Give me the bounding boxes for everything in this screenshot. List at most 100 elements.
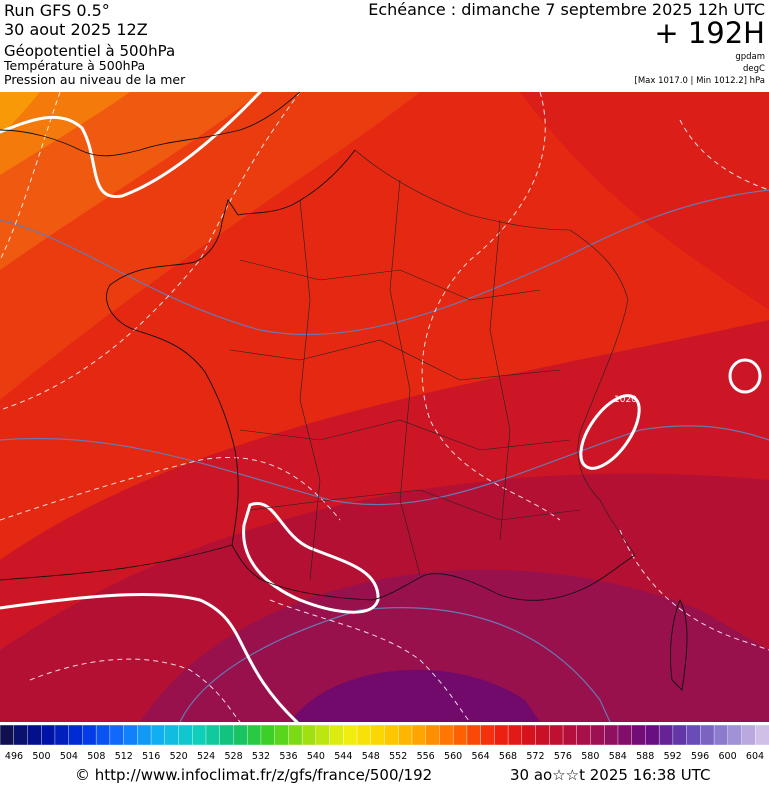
colorbar-label: 532 [252, 751, 270, 762]
geopotential-line [0, 92, 263, 198]
colorbar-swatch [686, 724, 701, 746]
colorbar-swatch [40, 724, 56, 746]
temperature-line [0, 457, 341, 521]
map: 1020 [0, 92, 769, 722]
colorbar-swatch [617, 724, 633, 746]
colorbar-label: 504 [60, 751, 78, 762]
colorbar-label: 604 [746, 751, 764, 762]
layer-label: Géopotentiel à 500hPa [4, 42, 175, 60]
colorbar-swatch [27, 724, 42, 746]
colorbar-label: 496 [5, 751, 23, 762]
run-date: 30 aout 2025 12Z [4, 20, 148, 39]
geopotential-line [242, 501, 380, 614]
colorbar-swatch [274, 724, 289, 746]
geopotential-line [579, 394, 641, 470]
colorbar-swatch [549, 724, 564, 746]
colorbar-swatch [219, 724, 234, 746]
region-border [229, 179, 581, 581]
geopotential-line [0, 593, 300, 722]
colorbar-swatch [562, 724, 578, 746]
colorbar-swatch [109, 724, 125, 746]
colorbar-swatch [755, 724, 769, 746]
colorbar-swatch [727, 724, 743, 746]
coastline [670, 598, 688, 691]
colorbar-label: 596 [691, 751, 709, 762]
colorbar-label: 580 [581, 751, 599, 762]
colorbar-swatch [178, 724, 193, 746]
country-border [354, 149, 636, 556]
colorbar-label: 600 [718, 751, 736, 762]
temperature-line [679, 119, 769, 191]
colorbar-swatch [466, 724, 482, 746]
colorbar-swatch [480, 724, 495, 746]
colorbar-swatch [384, 724, 399, 746]
colorbar-swatch [246, 724, 262, 746]
coastline [106, 149, 636, 601]
colorbar-swatch [590, 724, 605, 746]
colorbar-swatch [192, 724, 207, 746]
unit-label: degC [743, 64, 765, 74]
colorbar-swatch [535, 724, 550, 746]
source-url: © http://www.infoclimat.fr/z/gfs/france/… [75, 766, 432, 784]
colorbar: 496 500 504 508 512 516 520 524 528 532 536 540 544 5… [0, 724, 769, 762]
colorbar-swatch [494, 724, 509, 746]
colorbar-label: 576 [554, 751, 572, 762]
colorbar-label: 528 [224, 751, 242, 762]
temperature-line [29, 658, 241, 722]
unit-label: gpdam [735, 52, 765, 62]
colorbar-swatch [343, 724, 358, 746]
coastline [0, 544, 233, 581]
timestamp: 30 ao☆☆t 2025 16:38 UTC [510, 766, 710, 784]
colorbar-label: 508 [87, 751, 105, 762]
coastline [0, 92, 301, 157]
colorbar-swatch [260, 724, 276, 746]
colorbar-swatch [631, 724, 646, 746]
field [520, 92, 769, 310]
forecast-time: Echéance : dimanche 7 septembre 2025 12h… [368, 0, 765, 19]
colorbar-swatch [672, 724, 688, 746]
colorbar-label: 552 [389, 751, 407, 762]
colorbar-label: 564 [471, 751, 489, 762]
colorbar-swatch [576, 724, 591, 746]
colorbar-label: 568 [499, 751, 517, 762]
pressure-line [0, 425, 769, 506]
contour-label: 1020 [614, 395, 637, 405]
unit-label: [Max 1017.0 | Min 1012.2] hPa [635, 76, 765, 86]
colorbar-swatch [233, 724, 248, 746]
colorbar-swatch [398, 724, 413, 746]
colorbar-swatch [741, 724, 756, 746]
colorbar-swatch [370, 724, 385, 746]
field [290, 669, 540, 722]
colorbar-swatch [411, 724, 427, 746]
temperature-line [0, 92, 61, 261]
temperature-line [0, 92, 301, 411]
colorbar-swatch [507, 724, 523, 746]
colorbar-swatch [604, 724, 619, 746]
colorbar-swatch [288, 724, 303, 746]
temperature-line [421, 92, 561, 521]
colorbar-swatch [95, 724, 111, 746]
field [140, 569, 769, 722]
colorbar-label: 588 [636, 751, 654, 762]
lead-time: + 192H [654, 16, 765, 50]
field [0, 92, 260, 270]
layer-label: Température à 500hPa [3, 58, 145, 73]
colorbar-swatch [315, 724, 331, 746]
colorbar-label: 512 [115, 751, 133, 762]
colorbar-swatch [205, 724, 221, 746]
colorbar-swatch [82, 724, 97, 746]
field [0, 92, 130, 175]
colorbar-swatch [713, 724, 729, 746]
colorbar-swatch [645, 724, 660, 746]
field [0, 92, 40, 135]
colorbar-swatch [700, 724, 715, 746]
colorbar-swatch [301, 724, 317, 746]
colorbar-label: 520 [170, 751, 188, 762]
temperature-line [619, 529, 769, 651]
colorbar-swatch [329, 724, 344, 746]
colorbar-label: 536 [279, 751, 297, 762]
colorbar-swatch [356, 724, 372, 746]
colorbar-swatch [150, 724, 166, 746]
colorbar-label: 544 [334, 751, 352, 762]
